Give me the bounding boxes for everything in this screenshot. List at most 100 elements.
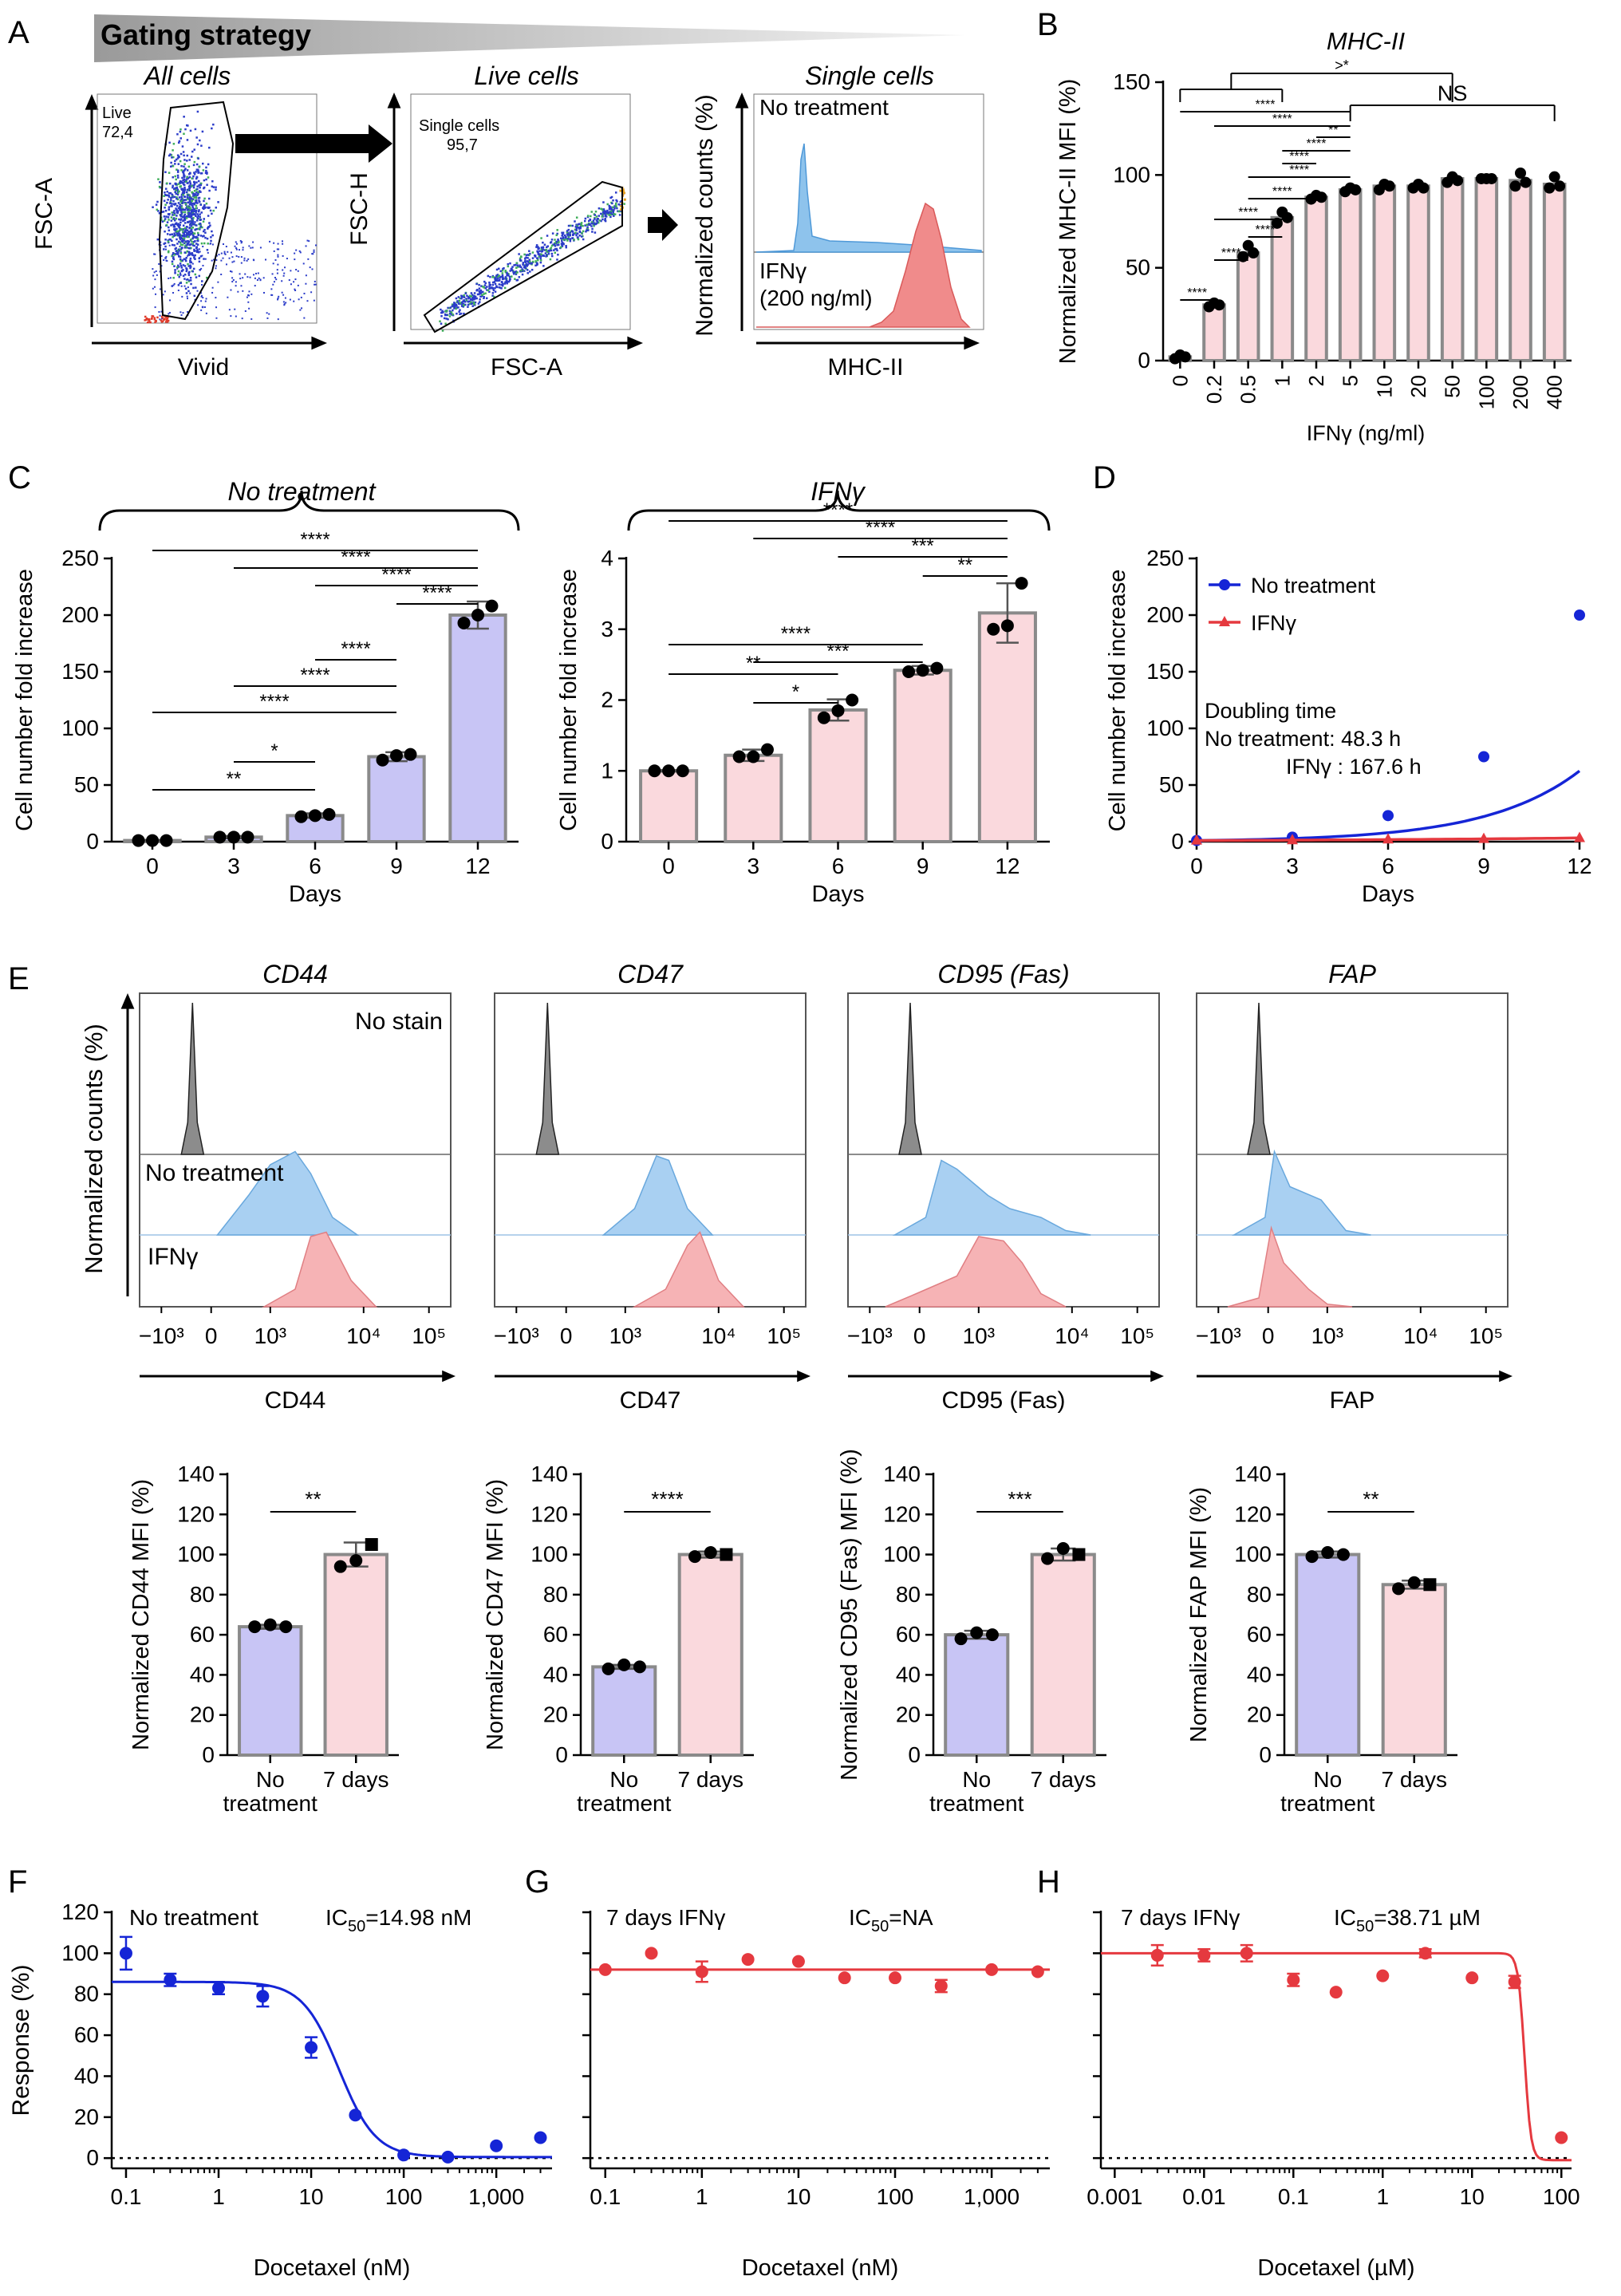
dot (189, 207, 191, 209)
data-point (838, 1971, 851, 1985)
dot (489, 275, 491, 278)
dot (519, 259, 523, 262)
dot (484, 282, 487, 285)
dot (477, 302, 480, 305)
dot (192, 286, 195, 290)
y-tick-label: 40 (1247, 1662, 1272, 1686)
y-tick-label: 0 (86, 2145, 99, 2170)
dot (198, 209, 200, 211)
data-point (471, 609, 484, 621)
dot (539, 259, 542, 262)
dot (191, 177, 193, 179)
dot (541, 254, 544, 257)
dot (473, 294, 475, 298)
dot (467, 295, 470, 298)
dot (185, 282, 188, 284)
x-tick-label: 0.5 (1236, 375, 1260, 404)
dot (452, 303, 455, 306)
dot (491, 281, 495, 284)
arrow-head (442, 1370, 456, 1383)
dot (187, 201, 190, 204)
annotation: Doubling time (1205, 699, 1336, 723)
dot (277, 254, 279, 256)
dot (488, 290, 491, 293)
y-axis-label: Normalized MHC-II MFI (%) (1055, 79, 1081, 365)
dot (186, 188, 189, 191)
dot (531, 257, 534, 259)
dot (600, 219, 602, 223)
data-point (688, 1550, 702, 1564)
dot (172, 143, 176, 145)
x-tick-label: 9 (1477, 854, 1490, 878)
dot (185, 226, 188, 228)
dot (207, 243, 209, 245)
dot (201, 226, 203, 229)
dot (547, 253, 550, 255)
dot (585, 230, 587, 233)
data-point (1376, 1969, 1390, 1982)
dot (181, 207, 184, 210)
y-tick-label: 40 (74, 2063, 99, 2088)
dot (508, 275, 511, 278)
dot (493, 295, 495, 298)
dot (176, 171, 179, 173)
dot (550, 239, 554, 241)
y-tick-label: 100 (530, 1542, 568, 1567)
dot (181, 247, 183, 249)
dot (562, 231, 565, 234)
dot (187, 220, 191, 223)
data-point (1574, 610, 1585, 621)
x-tick-label: 0.001 (1087, 2184, 1142, 2209)
panel-letter: F (8, 1864, 27, 1900)
dot (183, 227, 187, 230)
dot (561, 244, 563, 247)
dot (176, 176, 179, 179)
dot (590, 225, 593, 227)
dot (204, 172, 207, 175)
significance-label: ** (227, 768, 242, 790)
dot (527, 263, 529, 266)
dot (454, 304, 457, 306)
dot (483, 280, 486, 283)
dot (473, 292, 476, 294)
y-axis-label: Normalized counts (%) (692, 94, 718, 336)
dot (183, 231, 185, 235)
dot (191, 150, 194, 153)
dot (200, 295, 203, 298)
dot (538, 254, 541, 257)
dot (308, 240, 310, 243)
dot (231, 256, 234, 258)
dot (190, 247, 192, 250)
x-tick-label: 400 (1543, 375, 1567, 409)
panel-letter: G (525, 1864, 550, 1900)
dot (186, 169, 189, 172)
dot (298, 298, 300, 301)
dot (554, 239, 556, 241)
dot (188, 254, 191, 256)
dot (486, 297, 488, 300)
dot (439, 320, 441, 323)
dot (188, 223, 191, 227)
y-axis-label: Normalized CD47 MFI (%) (483, 1479, 508, 1750)
dot (210, 243, 212, 245)
dot (495, 277, 497, 279)
dot (606, 203, 609, 206)
dot (577, 236, 579, 239)
condition-label: 7 days IFNγ (1121, 1905, 1240, 1930)
data-point (119, 1947, 132, 1960)
x-axis-label: Days (1362, 882, 1414, 907)
dot (519, 257, 522, 260)
dot (215, 254, 218, 257)
y-tick-label: 100 (1146, 716, 1184, 740)
dot (153, 253, 156, 255)
dot (196, 290, 199, 292)
dot (178, 233, 180, 235)
significance-label: *** (912, 535, 934, 557)
dot (193, 294, 196, 298)
dot (207, 197, 211, 200)
dot (183, 188, 185, 191)
dot (540, 247, 543, 249)
dot (170, 199, 172, 202)
